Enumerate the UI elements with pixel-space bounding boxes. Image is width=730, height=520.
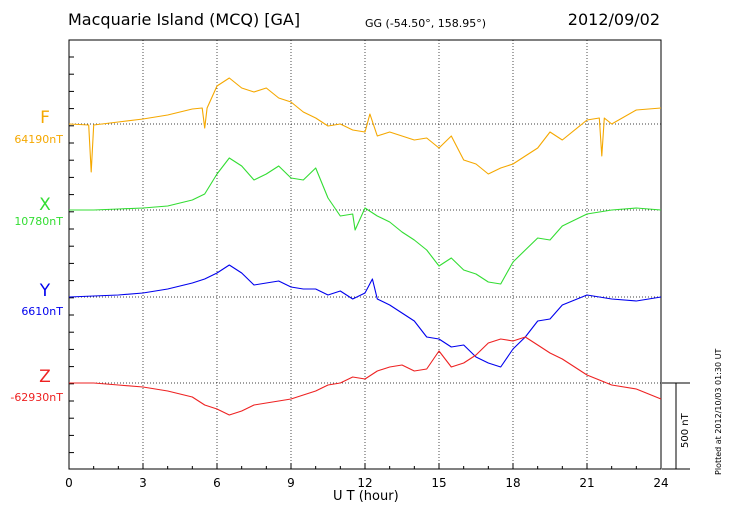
series-line-x — [69, 157, 662, 285]
chart-date: 2012/09/02 — [567, 10, 660, 29]
series-line-f — [68, 77, 662, 175]
x-tick-label-18: 18 — [505, 476, 520, 490]
x-tick-label-21: 21 — [579, 476, 594, 490]
x-axis-label: U T (hour) — [333, 489, 399, 504]
scale-bar-label: 500 nT — [680, 413, 691, 448]
series-name-y: Y — [39, 281, 51, 301]
series-name-z: Z — [39, 367, 51, 387]
series-line-z — [69, 336, 662, 416]
station-coordinates: GG (-54.50°, 158.95°) — [365, 17, 487, 30]
x-tick-label-6: 6 — [213, 476, 221, 490]
series-name-f: F — [40, 108, 50, 128]
series-baseline-x: 10780nT — [14, 215, 63, 228]
series-line-y — [68, 264, 662, 368]
x-tick-label-9: 9 — [287, 476, 295, 490]
plot-frame — [68, 39, 662, 470]
x-tick-label-3: 3 — [139, 476, 147, 490]
series-baseline-f: 64190nT — [14, 133, 63, 146]
chart-title: Macquarie Island (MCQ) [GA] — [68, 10, 301, 29]
plotted-timestamp: Plotted at 2012/10/03 01:30 UT — [714, 348, 723, 475]
x-tick-label-12: 12 — [357, 476, 372, 490]
x-tick-label-0: 0 — [65, 476, 73, 490]
series-baseline-z: -62930nT — [10, 391, 63, 404]
x-tick-label-15: 15 — [431, 476, 446, 490]
series-name-x: X — [39, 195, 51, 215]
x-tick-label-24: 24 — [653, 476, 668, 490]
series-baseline-y: 6610nT — [21, 305, 63, 318]
